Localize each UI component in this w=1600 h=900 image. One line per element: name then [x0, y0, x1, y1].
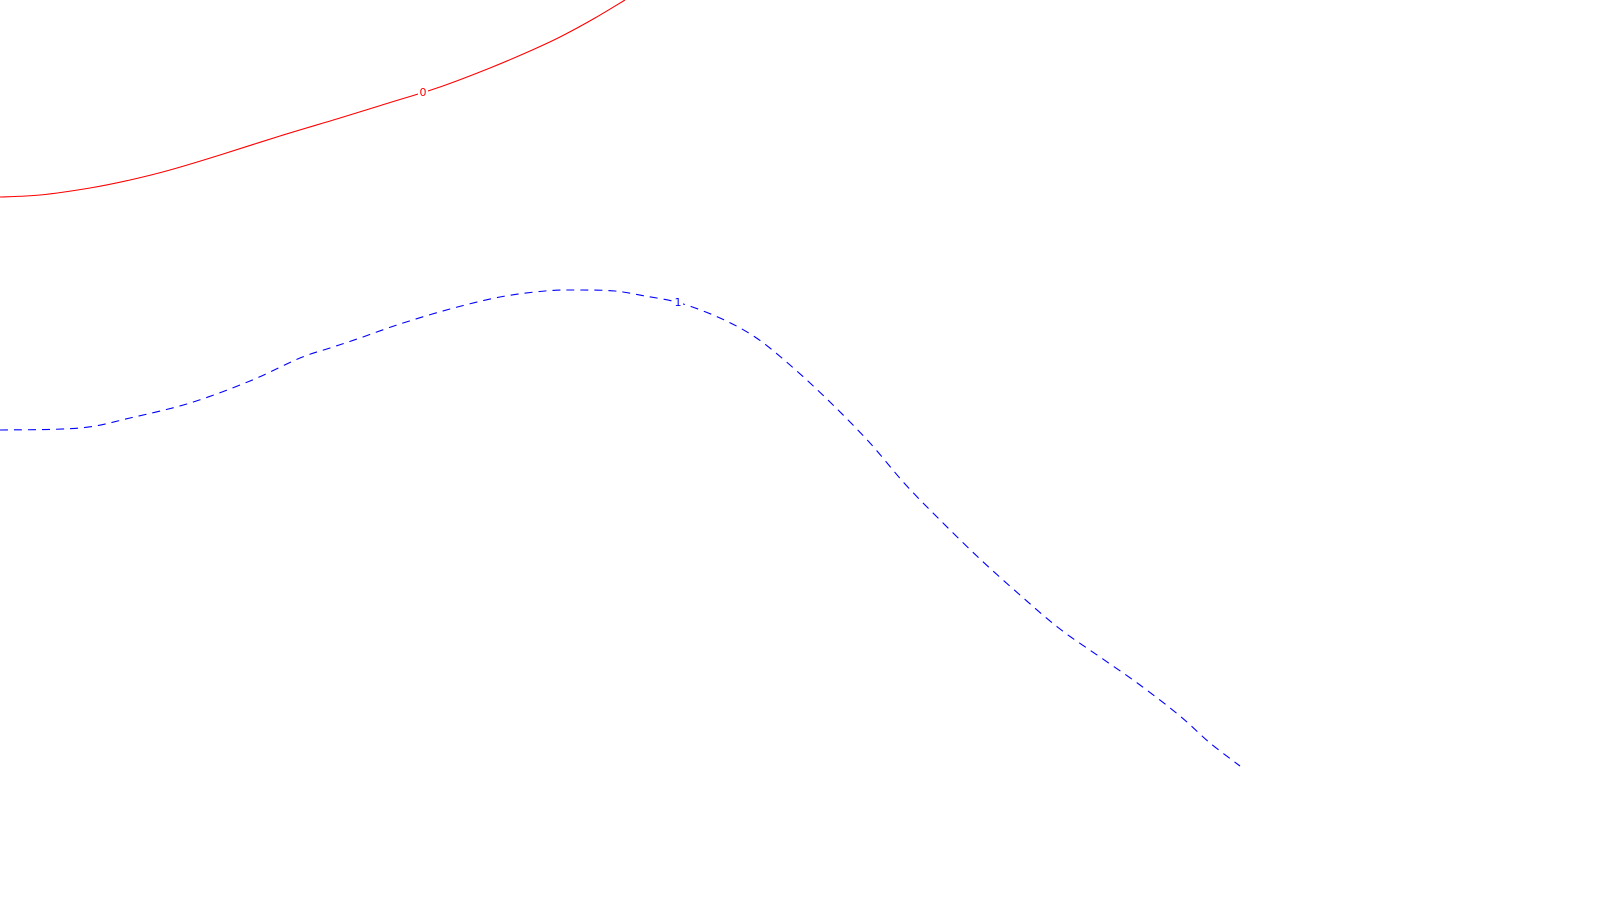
contour-line-0	[0, 0, 626, 198]
contour-line-1	[0, 289, 1241, 767]
contour-label-gap-0	[418, 85, 428, 97]
contour-label-gap-1	[673, 295, 683, 307]
contour-label-1: 1	[675, 296, 682, 309]
contour-label-0: 0	[420, 86, 427, 99]
